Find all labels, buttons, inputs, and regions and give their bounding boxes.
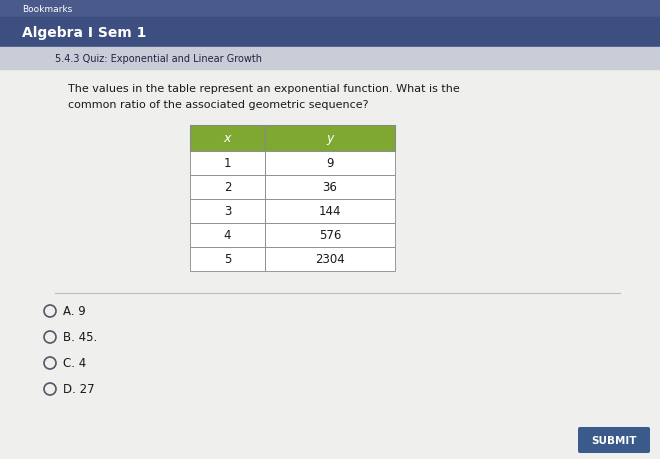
Bar	[0, 18, 660, 48]
Bar	[265, 151, 395, 176]
Text: x: x	[224, 132, 231, 145]
Bar	[190, 151, 265, 176]
Text: 576: 576	[319, 229, 341, 242]
Bar	[265, 224, 395, 247]
Text: 5: 5	[224, 253, 231, 266]
Text: Algebra I Sem 1: Algebra I Sem 1	[22, 26, 147, 40]
Bar	[190, 224, 265, 247]
Bar	[190, 247, 265, 271]
Text: B. 45.: B. 45.	[63, 331, 97, 344]
Text: D. 27: D. 27	[63, 383, 94, 396]
Bar	[265, 200, 395, 224]
Bar	[0, 0, 660, 18]
Circle shape	[44, 331, 56, 343]
Bar	[265, 176, 395, 200]
Bar	[0, 70, 660, 459]
Text: 36: 36	[323, 181, 337, 194]
Circle shape	[44, 305, 56, 317]
Text: 9: 9	[326, 157, 334, 170]
Bar	[265, 126, 395, 151]
Text: 2304: 2304	[315, 253, 345, 266]
Bar	[265, 247, 395, 271]
Circle shape	[44, 383, 56, 395]
Text: 1: 1	[224, 157, 231, 170]
Text: 144: 144	[319, 205, 341, 218]
Bar	[190, 200, 265, 224]
Bar	[190, 176, 265, 200]
Text: SUBMIT: SUBMIT	[591, 435, 637, 445]
Text: 3: 3	[224, 205, 231, 218]
Text: 2: 2	[224, 181, 231, 194]
Text: A. 9: A. 9	[63, 305, 86, 318]
Text: common ratio of the associated geometric sequence?: common ratio of the associated geometric…	[68, 100, 368, 110]
Text: 5.4.3 Quiz: Exponential and Linear Growth: 5.4.3 Quiz: Exponential and Linear Growt…	[55, 54, 262, 64]
Text: The values in the table represent an exponential function. What is the: The values in the table represent an exp…	[68, 84, 460, 94]
Bar	[190, 126, 265, 151]
FancyBboxPatch shape	[578, 427, 650, 453]
Text: C. 4: C. 4	[63, 357, 86, 369]
Bar	[0, 48, 660, 70]
Text: 4: 4	[224, 229, 231, 242]
Text: y: y	[326, 132, 334, 145]
Circle shape	[44, 357, 56, 369]
Text: Bookmarks: Bookmarks	[22, 5, 72, 13]
